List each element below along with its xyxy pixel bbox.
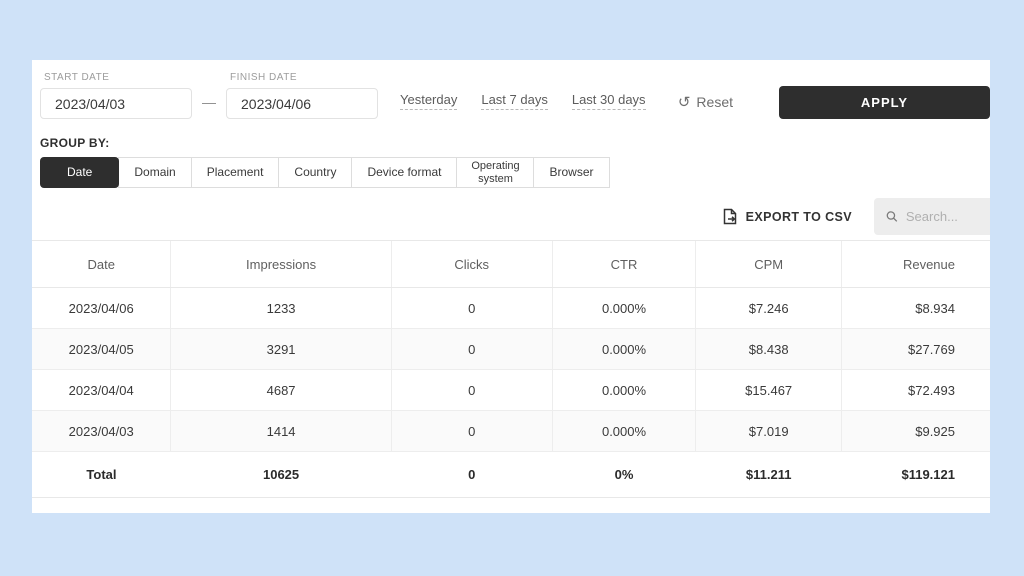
export-csv-button[interactable]: EXPORT TO CSV	[723, 208, 852, 225]
finish-date-field: FINISH DATE	[226, 72, 378, 119]
search-input[interactable]	[905, 209, 982, 225]
tab-domain[interactable]: Domain	[118, 157, 192, 189]
group-by-label: GROUP BY:	[40, 136, 110, 150]
table-footer: Total 10625 0 0% $11.211 $119.121	[32, 451, 990, 499]
cell-ctr: 0.000%	[551, 410, 696, 453]
search-icon	[886, 211, 898, 223]
table-row: 2023/04/06 1233 0 0.000% $7.246 $8.934	[32, 287, 990, 330]
cell-clicks: 0	[390, 369, 553, 412]
finish-date-label: FINISH DATE	[230, 72, 297, 83]
tab-placement[interactable]: Placement	[190, 157, 280, 189]
start-date-input[interactable]	[40, 88, 192, 119]
date-range-separator: —	[202, 94, 216, 110]
total-row: Total 10625 0 0% $11.211 $119.121	[32, 451, 990, 499]
filter-bar: START DATE — FINISH DATE Yesterday Last 7…	[32, 60, 990, 119]
tab-date[interactable]: Date	[40, 157, 120, 189]
table-toolbar: EXPORT TO CSV	[32, 198, 990, 236]
cell-date: 2023/04/04	[32, 369, 171, 412]
cell-ctr: 0.000%	[551, 287, 696, 330]
reset-icon: ↺	[677, 92, 691, 111]
header-row: Date Impressions Clicks CTR CPM Revenue	[32, 240, 990, 289]
finish-date-input[interactable]	[226, 88, 378, 119]
quick-range-last-30-days[interactable]: Last 30 days	[571, 92, 646, 110]
cell-date: 2023/04/05	[32, 328, 171, 371]
cell-clicks: 0	[390, 287, 553, 330]
total-cell-revenue: $119.121	[841, 451, 990, 499]
quick-range-yesterday[interactable]: Yesterday	[400, 92, 458, 110]
cell-cpm: $7.246	[695, 287, 842, 330]
cell-clicks: 0	[390, 410, 553, 453]
cell-revenue: $27.769	[840, 328, 990, 371]
table-body: 2023/04/06 1233 0 0.000% $7.246 $8.934 2023/04…	[32, 287, 990, 453]
report-card: START DATE — FINISH DATE Yesterday Last 7…	[32, 60, 990, 513]
column-header-clicks: Clicks	[390, 240, 553, 289]
cell-cpm: $15.467	[695, 369, 842, 412]
table-row: 2023/04/05 3291 0 0.000% $8.438 $27.769	[32, 328, 990, 371]
table-row: 2023/04/03 1414 0 0.000% $7.019 $9.925	[32, 410, 990, 453]
column-header-revenue: Revenue	[840, 240, 990, 289]
tab-browser[interactable]: Browser	[533, 157, 610, 189]
cell-clicks: 0	[390, 328, 553, 371]
column-header-ctr: CTR	[551, 240, 696, 289]
cell-revenue: $9.925	[840, 410, 990, 453]
cell-ctr: 0.000%	[551, 369, 696, 412]
table-row: 2023/04/04 4687 0 0.000% $15.467 $72.493	[32, 369, 990, 412]
cell-impressions: 4687	[170, 369, 392, 412]
table-header: Date Impressions Clicks CTR CPM Revenue	[32, 240, 990, 289]
cell-date: 2023/04/03	[32, 410, 171, 453]
tab-device-format[interactable]: Device format	[351, 157, 458, 189]
column-header-impressions: Impressions	[170, 240, 392, 289]
group-by-tabs: Date Domain Placement Country Device format O…	[40, 157, 990, 189]
cell-cpm: $7.019	[695, 410, 842, 453]
tab-country[interactable]: Country	[278, 157, 353, 189]
column-header-date: Date	[32, 240, 171, 289]
report-table: Date Impressions Clicks CTR CPM Revenue 2023/…	[32, 240, 990, 499]
cell-date: 2023/04/06	[32, 287, 171, 330]
cell-revenue: $8.934	[840, 287, 990, 330]
cell-ctr: 0.000%	[551, 328, 696, 371]
start-date-label: START DATE	[44, 72, 110, 83]
quick-range-links: Yesterday Last 7 days Last 30 days	[400, 92, 646, 110]
apply-button[interactable]: APPLY	[779, 86, 990, 119]
reset-label: Reset	[696, 94, 733, 110]
cell-impressions: 1233	[170, 287, 392, 330]
search-box[interactable]	[874, 198, 990, 236]
cell-revenue: $72.493	[840, 369, 990, 412]
total-cell-ctr: 0%	[552, 451, 696, 499]
quick-range-last-7-days[interactable]: Last 7 days	[481, 92, 548, 110]
tab-operating-system[interactable]: Operating system	[456, 157, 535, 189]
export-csv-label: EXPORT TO CSV	[745, 209, 852, 224]
reset-button[interactable]: ↺ Reset	[678, 94, 733, 110]
start-date-field: START DATE	[40, 72, 192, 119]
cell-cpm: $8.438	[695, 328, 842, 371]
cell-impressions: 3291	[170, 328, 392, 371]
export-file-icon	[723, 209, 736, 225]
total-cell-clicks: 0	[391, 451, 553, 499]
total-cell-date: Total	[32, 451, 171, 499]
cell-impressions: 1414	[170, 410, 392, 453]
total-cell-cpm: $11.211	[695, 451, 842, 499]
column-header-cpm: CPM	[695, 240, 842, 289]
total-cell-impressions: 10625	[170, 451, 392, 499]
